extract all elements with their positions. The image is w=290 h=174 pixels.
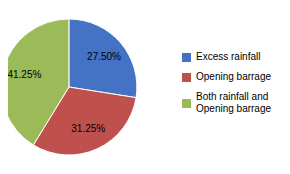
html-text:Excess rainfall: Excess rainfall (196, 51, 261, 62)
svg-text:31.25%: 31.25% (71, 123, 105, 134)
svg-text:27.50%: 27.50% (87, 51, 121, 62)
html-text:Both rainfall and: Both rainfall and (196, 91, 269, 102)
html-text:Opening barrage: Opening barrage (196, 71, 272, 82)
svg-text:41.25%: 41.25% (8, 69, 41, 80)
html-text:Opening barrage: Opening barrage (196, 103, 272, 114)
